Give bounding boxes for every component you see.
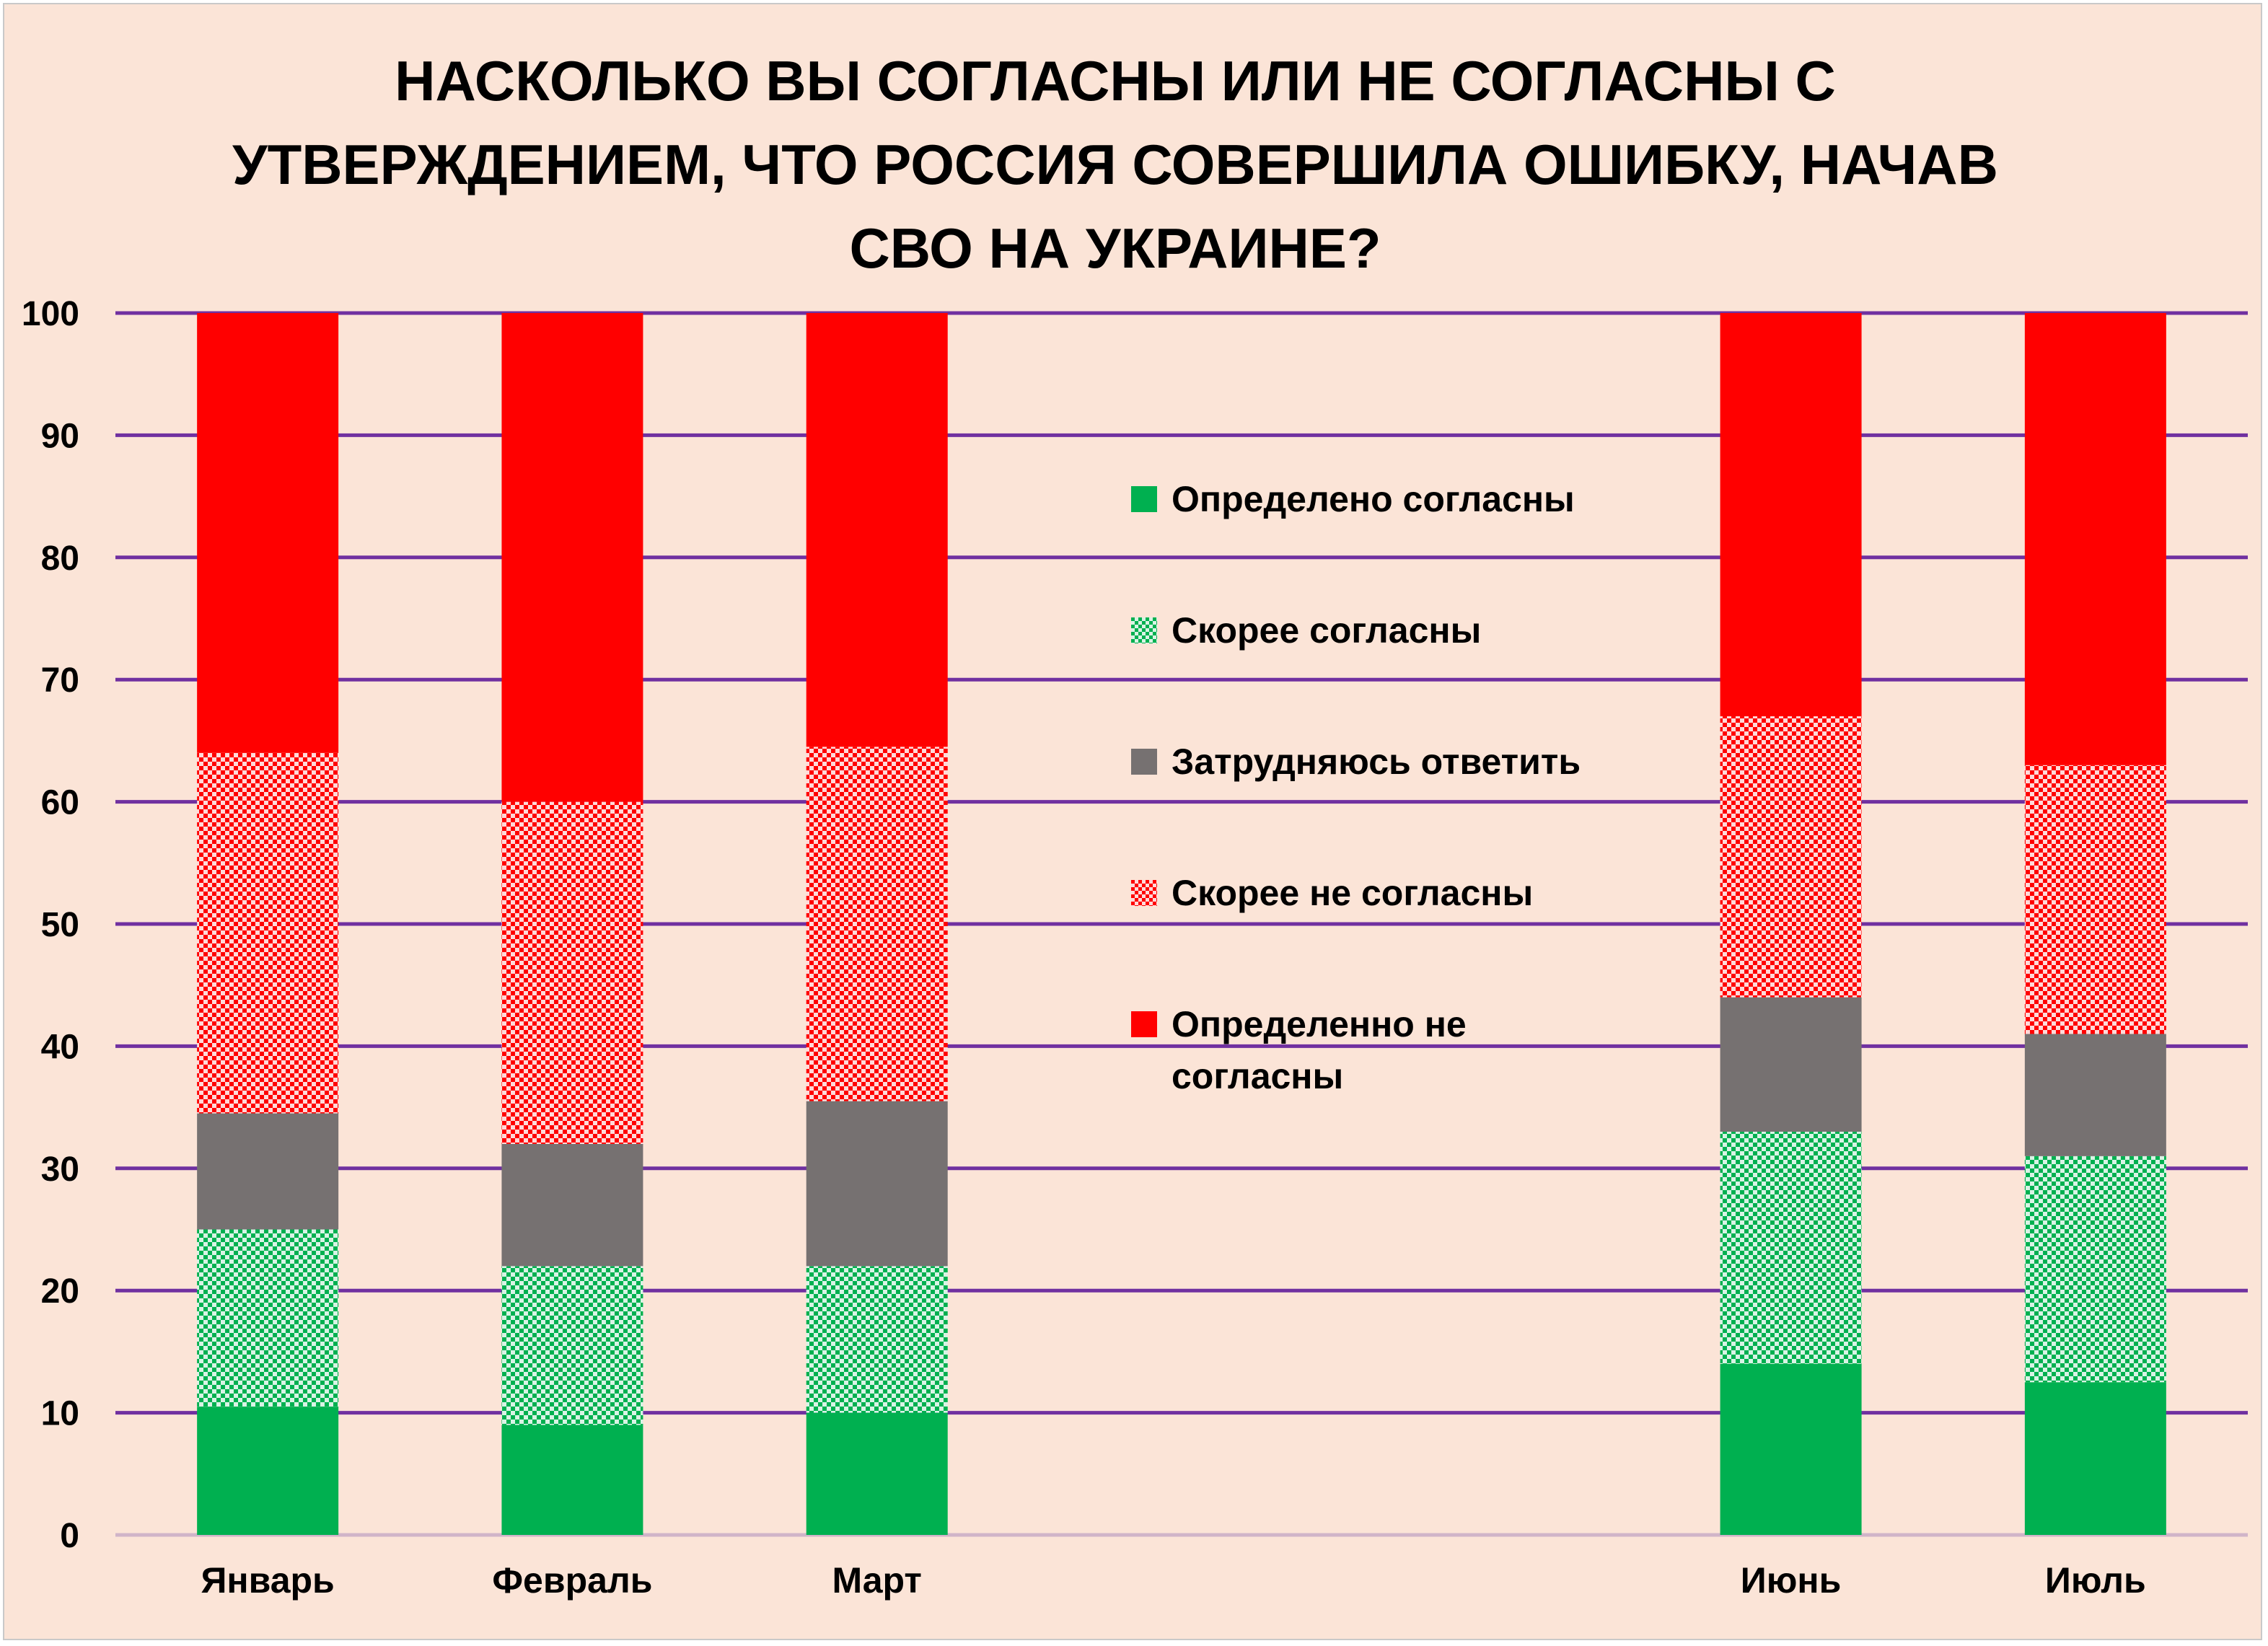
y-tick-label-60: 60 [41,784,79,822]
bar-segment-0-4 [197,313,339,753]
y-tick-label-30: 30 [41,1150,79,1189]
bar-segment-2-3 [806,747,948,1101]
y-tick-label-40: 40 [41,1028,79,1066]
bar-segment-2-0 [806,1412,948,1535]
x-tick-label-6: Июль [2045,1560,2146,1601]
legend-item-3: Скорее не согласны [1131,867,1633,919]
x-tick-label-5: Июнь [1741,1560,1842,1601]
bar-segment-0-0 [197,1407,339,1535]
x-tick-label-1: Февраль [492,1560,652,1601]
bar-segment-6-3 [2024,765,2166,1034]
legend-swatch-3 [1131,880,1157,906]
bar-segment-1-0 [501,1425,643,1535]
legend-swatch-1 [1131,617,1157,643]
bar-segment-5-3 [1720,716,1862,998]
bar-segment-6-2 [2024,1034,2166,1156]
gridlines [115,311,2248,1537]
x-tick-label-2: Март [832,1560,921,1601]
legend-item-0: Определено согласны [1131,473,1633,525]
y-tick-label-20: 20 [41,1272,79,1311]
legend-swatch-0 [1131,486,1157,512]
legend-item-2: Затрудняюсь ответить [1131,736,1633,788]
y-tick-label-90: 90 [41,417,79,455]
legend-swatch-2 [1131,749,1157,775]
bar-segment-1-1 [501,1266,643,1425]
legend-label-3: Скорее не согласны [1172,873,1534,913]
legend-label-4: Определенно не согласны [1172,1004,1467,1096]
y-axis: 0 10 20 30 40 50 60 70 80 90 100 [22,295,79,1555]
legend-label-1: Скорее согласны [1172,610,1482,651]
bar-segment-5-1 [1720,1131,1862,1364]
bar-segment-1-2 [501,1143,643,1267]
y-tick-label-10: 10 [41,1395,79,1433]
bar-segment-6-0 [2024,1382,2166,1535]
bars [197,313,2166,1535]
bar-segment-1-4 [501,313,643,802]
bar-segment-2-4 [806,313,948,747]
chart-frame: НАСКОЛЬКО ВЫ СОГЛАСНЫ ИЛИ НЕ СОГЛАСНЫ С … [3,3,2262,1640]
legend-label-0: Определено согласны [1172,479,1575,519]
x-tick-label-0: Январь [201,1560,334,1601]
plot-area: 0 10 20 30 40 50 60 70 80 90 100 Январь Февраль Март… [22,295,2248,1601]
legend-item-4: Определенно не согласны [1131,998,1633,1102]
bar-segment-5-2 [1720,997,1862,1132]
legend-item-1: Скорее согласны [1131,604,1633,656]
bar-segment-2-1 [806,1266,948,1413]
y-tick-label-100: 100 [22,295,79,333]
bar-segment-5-0 [1720,1363,1862,1535]
bar-segment-0-1 [197,1229,339,1407]
bar-segment-1-3 [501,801,643,1144]
y-tick-label-0: 0 [60,1517,79,1555]
legend-label-2: Затрудняюсь ответить [1172,741,1581,782]
legend-swatch-4 [1131,1011,1157,1037]
bar-segment-0-3 [197,752,339,1114]
x-axis: Январь Февраль Март Июнь Июль [201,1560,2145,1601]
bar-segment-0-2 [197,1113,339,1230]
bar-segment-6-4 [2024,313,2166,765]
bar-segment-2-2 [806,1101,948,1267]
y-tick-label-50: 50 [41,906,79,944]
bar-segment-6-1 [2024,1156,2166,1383]
y-tick-label-80: 80 [41,540,79,578]
bar-segment-5-4 [1720,313,1862,717]
chart-title: НАСКОЛЬКО ВЫ СОГЛАСНЫ ИЛИ НЕ СОГЛАСНЫ С … [232,49,1998,280]
y-tick-label-70: 70 [41,661,79,700]
